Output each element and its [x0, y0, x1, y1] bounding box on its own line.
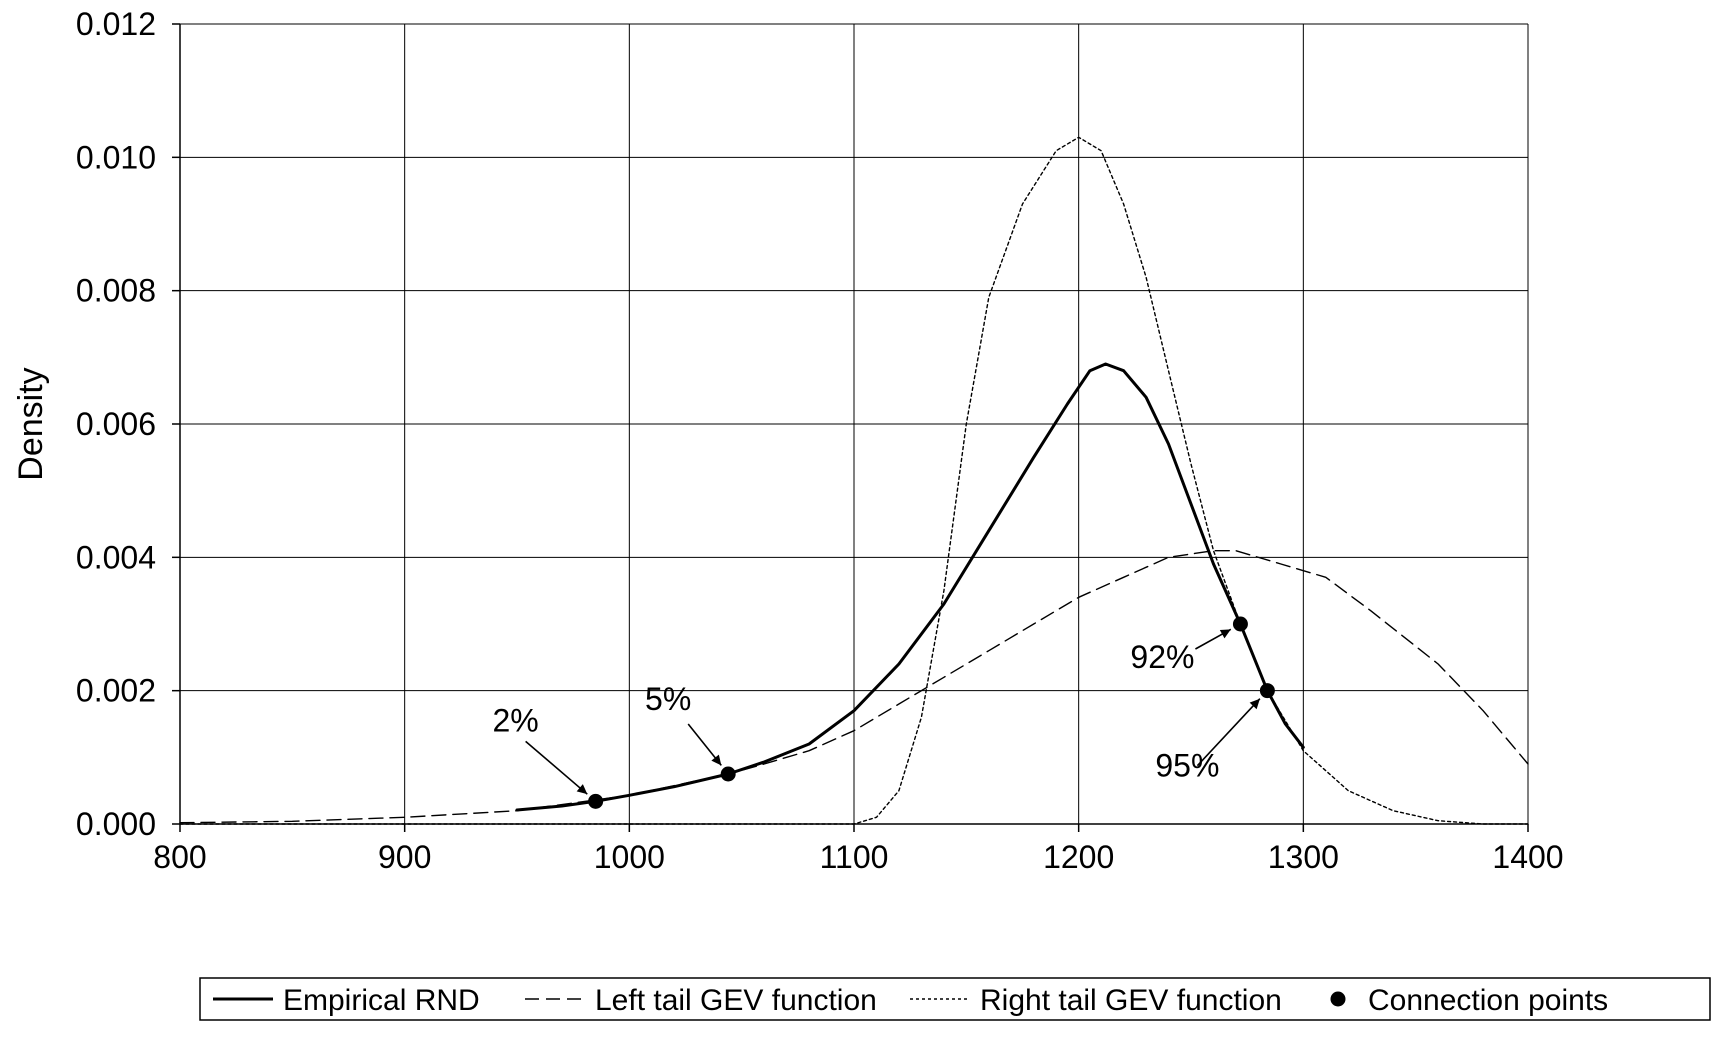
legend-swatch: [1330, 991, 1346, 1007]
connection-point: [1232, 616, 1248, 632]
connection-points: [588, 616, 1275, 809]
y-tick-label: 0.006: [76, 406, 156, 442]
annotation-arrowhead: [711, 754, 722, 766]
x-tick-label: 900: [378, 839, 431, 875]
x-tick-label: 1100: [820, 839, 889, 875]
x-tick-label: 800: [153, 839, 206, 875]
legend-label: Left tail GEV function: [595, 984, 877, 1017]
x-tick-label: 1400: [1492, 839, 1563, 875]
y-tick-label: 0.012: [76, 6, 156, 42]
legend: Empirical RND Left tail GEV function Right…: [199, 977, 1711, 1021]
series-line-empirical-rnd: [515, 362, 1305, 812]
y-tick-label: 0.008: [76, 273, 156, 309]
annotation-arrow: [525, 740, 588, 795]
annotation-arrowhead: [1219, 629, 1231, 639]
series-line-right-tail-gev-function: [179, 136, 1529, 825]
annotation-label: 2%: [493, 702, 539, 738]
annotation-arrowhead: [1249, 698, 1260, 710]
y-tick-label: 0.000: [76, 806, 156, 842]
y-axis-label: Density: [12, 367, 50, 480]
legend-label: Connection points: [1368, 984, 1608, 1017]
y-tick-label: 0.010: [76, 139, 156, 175]
annotation-label: 95%: [1155, 748, 1219, 784]
x-tick-label: 1300: [1268, 839, 1339, 875]
y-tick-label: 0.004: [76, 539, 156, 575]
legend-label: Right tail GEV function: [980, 984, 1282, 1017]
annotation-label: 92%: [1130, 639, 1194, 675]
grid: [179, 23, 1529, 825]
annotations: 2% 5% 92% 95%: [493, 628, 1261, 795]
x-tick-label: 1200: [1043, 839, 1114, 875]
annotation-label: 5%: [645, 681, 691, 717]
connection-point: [720, 766, 736, 782]
axes: 800 900 1000 1100 1200 1300 1400 0.000 0.002 0.00…: [12, 6, 1564, 875]
annotation-arrow: [1196, 698, 1261, 767]
legend-label: Empirical RND: [283, 984, 480, 1017]
series: [179, 136, 1529, 825]
annotation-arrowhead: [576, 784, 588, 795]
x-tick-label: 1000: [594, 839, 665, 875]
connection-point: [1259, 683, 1275, 699]
connection-point: [588, 793, 604, 809]
y-tick-label: 0.002: [76, 673, 156, 709]
series-line-left-tail-gev-function: [179, 550, 1529, 824]
